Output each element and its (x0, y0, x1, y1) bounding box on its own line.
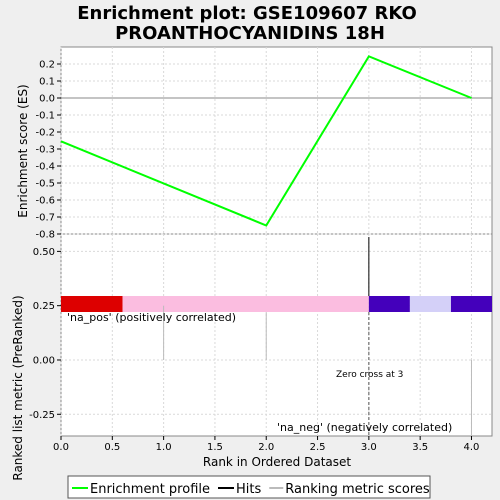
ranking-y-tick-label: 0.00 (33, 355, 55, 366)
enrichment-profile-line (60, 55, 472, 227)
es-plot-area (60, 46, 493, 235)
x-tick-label: 3.0 (361, 442, 377, 453)
es-y-axis: 0.2 0.1 0.0 -0.1 -0.2 -0.3 -0.4 -0.5 -0.6 -0.7 -0.… (35, 60, 61, 241)
es-y-tick-label: 0.2 (39, 60, 55, 71)
x-tick-label: 3.5 (412, 442, 428, 453)
neg-correlated-label: 'na_neg' (negatively correlated) (277, 421, 452, 434)
chart-title-line1: Enrichment plot: GSE109607 RKO (77, 3, 417, 24)
es-y-tick-label: -0.8 (35, 230, 55, 241)
es-y-tick-label: -0.7 (35, 213, 55, 224)
chart-title-line2: PROANTHOCYANIDINS 18H (115, 23, 385, 44)
color-bar-segment (450, 296, 492, 312)
color-bar-segment (409, 296, 451, 312)
ranking-metric-scores (163, 305, 472, 436)
es-y-tick-label: -0.6 (35, 196, 55, 207)
x-axis: 0.0 0.5 1.0 1.5 2.0 2.5 3.0 3.5 4.0 (53, 436, 479, 453)
legend-label: Enrichment profile (90, 482, 210, 497)
x-tick-label: 0.0 (53, 442, 69, 453)
es-y-tick-label: -0.1 (35, 111, 55, 122)
es-y-tick-label: -0.3 (35, 145, 55, 156)
x-tick-label: 2.5 (310, 442, 326, 453)
x-axis-label: Rank in Ordered Dataset (203, 455, 351, 469)
es-y-tick-label: -0.2 (35, 128, 55, 139)
legend-label: Hits (236, 482, 261, 497)
pos-correlated-label: 'na_pos' (positively correlated) (67, 311, 236, 324)
ranking-plot-area (60, 233, 493, 437)
es-y-tick-label: 0.0 (39, 94, 55, 105)
legend-box (67, 475, 431, 499)
color-bar-segment (122, 296, 369, 312)
es-y-tick-label: -0.4 (35, 162, 55, 173)
x-tick-label: 4.0 (464, 442, 480, 453)
es-y-tick-label: -0.5 (35, 179, 55, 190)
ranking-y-tick-label: -0.25 (29, 410, 55, 421)
x-tick-label: 1.5 (207, 442, 223, 453)
color-bar (61, 296, 492, 312)
color-bar-segment (368, 296, 410, 312)
zero-cross-label: Zero cross at 3 (336, 370, 403, 380)
ranking-y-axis-label: Ranked list metric (PreRanked) (11, 295, 25, 480)
color-bar-segment (61, 296, 123, 312)
x-tick-label: 0.5 (104, 442, 120, 453)
legend: Enrichment profile Hits Ranking metric sco… (72, 482, 430, 497)
x-tick-label: 1.0 (156, 442, 172, 453)
legend-label: Ranking metric scores (285, 482, 430, 497)
x-tick-label: 2.0 (258, 442, 274, 453)
ranking-y-axis: 0.50 0.25 0.00 -0.25 (29, 247, 61, 421)
es-y-axis-label: Enrichment score (ES) (16, 84, 30, 217)
ranking-y-tick-label: 0.25 (33, 301, 55, 312)
enrichment-profile-series (60, 55, 472, 227)
es-y-tick-label: 0.1 (39, 77, 55, 88)
ranking-y-tick-label: 0.50 (33, 247, 55, 258)
